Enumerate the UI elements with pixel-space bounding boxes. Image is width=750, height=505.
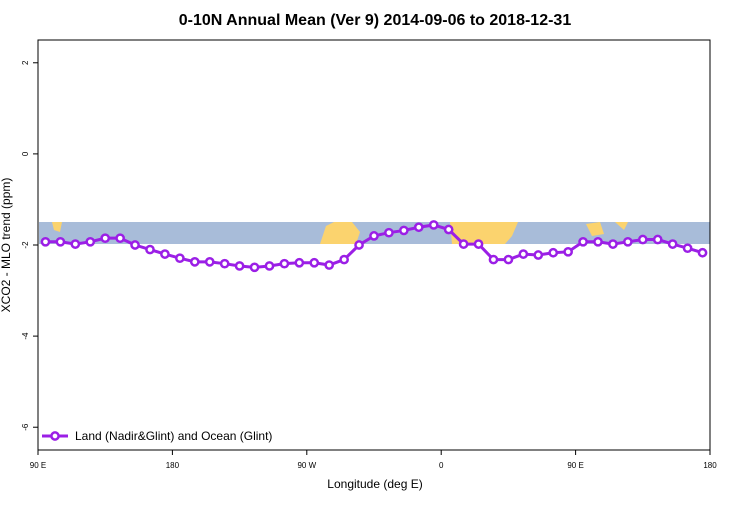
data-point (264, 261, 275, 271)
data-point (309, 257, 320, 268)
data-point (369, 231, 379, 241)
x-tick-label: 90 W (297, 461, 316, 470)
y-tick-label: 2 (21, 60, 30, 65)
data-point (608, 239, 618, 249)
data-point (294, 257, 305, 268)
data-point (234, 261, 245, 271)
data-point (428, 220, 439, 230)
data-point (204, 257, 215, 267)
data-point (563, 246, 573, 257)
data-point (458, 239, 469, 249)
data-point (85, 236, 96, 247)
land (586, 222, 604, 236)
data-point (384, 227, 394, 238)
x-tick-label: 90 E (30, 461, 46, 470)
data-point (667, 239, 678, 249)
data-point (652, 234, 663, 245)
data-point (399, 225, 409, 236)
legend-marker (50, 431, 60, 441)
data-point (443, 224, 454, 235)
data-point (100, 233, 111, 244)
data-point (160, 249, 170, 259)
data-point (533, 250, 544, 260)
y-tick-label: 0 (21, 151, 30, 156)
legend-label: Land (Nadir&Glint) and Ocean (Glint) (75, 429, 272, 443)
data-point (473, 239, 484, 249)
x-tick-label: 90 E (567, 461, 583, 470)
data-point (413, 222, 424, 233)
data-point (488, 254, 499, 265)
data-point (55, 236, 66, 247)
data-point (354, 240, 364, 250)
data-point (324, 260, 335, 270)
y-tick-label: -6 (21, 423, 30, 431)
data-point (593, 236, 603, 247)
data-point (682, 243, 693, 254)
land (52, 222, 62, 232)
data-point (578, 236, 588, 247)
land (615, 222, 628, 230)
land (320, 222, 360, 244)
y-tick-label: -4 (21, 332, 30, 340)
x-tick-label: 180 (166, 461, 180, 470)
data-point (40, 236, 51, 247)
data-point (219, 258, 230, 269)
y-axis-label: XCO2 - MLO trend (ppm) (0, 178, 13, 313)
chart-title: 0-10N Annual Mean (Ver 9) 2014-09-06 to … (179, 12, 572, 29)
data-point (115, 233, 125, 244)
data-point (339, 254, 349, 265)
data-point (548, 247, 559, 258)
x-tick-label: 0 (439, 461, 444, 470)
data-point (623, 236, 633, 247)
data-point (697, 247, 708, 258)
data-point (189, 257, 200, 267)
data-point (503, 254, 514, 265)
data-point (249, 262, 260, 273)
data-point (145, 244, 155, 255)
x-tick-label: 180 (703, 461, 717, 470)
data-point (130, 240, 140, 250)
data-point (175, 253, 185, 264)
data-point (70, 239, 81, 249)
land (450, 222, 518, 244)
y-tick-label: -2 (21, 241, 30, 249)
data-point (637, 234, 648, 245)
data-point (518, 249, 529, 259)
data-point (279, 258, 290, 269)
x-axis-label: Longitude (deg E) (327, 477, 422, 491)
